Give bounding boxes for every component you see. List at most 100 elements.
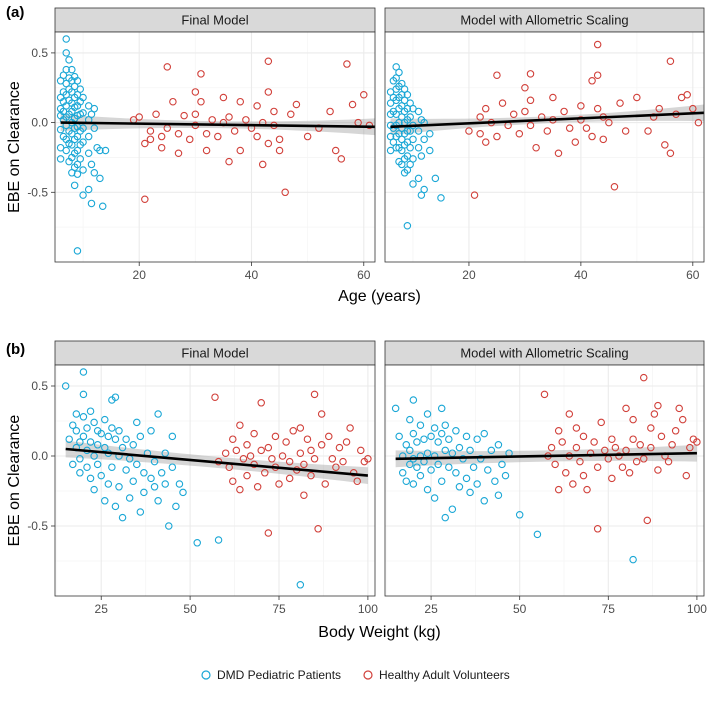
point-adult bbox=[572, 443, 581, 452]
point-adult bbox=[285, 457, 294, 466]
point-pediatric bbox=[179, 488, 187, 497]
point-adult bbox=[644, 127, 652, 135]
point-adult bbox=[325, 432, 333, 441]
legend-key-adult bbox=[363, 670, 373, 680]
point-adult bbox=[208, 116, 216, 124]
point-adult bbox=[616, 99, 624, 107]
point-pediatric bbox=[480, 429, 488, 438]
point-pediatric bbox=[501, 471, 510, 480]
point-adult bbox=[264, 57, 273, 66]
point-pediatric bbox=[72, 427, 81, 435]
point-pediatric bbox=[118, 513, 127, 522]
point-pediatric bbox=[402, 441, 411, 449]
point-pediatric bbox=[161, 449, 169, 457]
point-adult bbox=[346, 424, 354, 432]
point-adult bbox=[343, 60, 351, 68]
point-pediatric bbox=[147, 427, 155, 435]
x-tick-label: 25 bbox=[95, 602, 109, 616]
point-pediatric bbox=[420, 185, 428, 194]
point-adult bbox=[562, 469, 570, 477]
point-pediatric bbox=[452, 469, 460, 477]
point-pediatric bbox=[431, 174, 440, 183]
point-adult bbox=[621, 127, 630, 135]
point-adult bbox=[593, 525, 602, 533]
point-pediatric bbox=[62, 146, 70, 155]
point-pediatric bbox=[101, 443, 109, 452]
y-tick-label: -0.5 bbox=[27, 519, 48, 533]
point-pediatric bbox=[466, 488, 474, 497]
point-pediatric bbox=[487, 446, 496, 455]
trend-line bbox=[390, 111, 705, 129]
point-pediatric bbox=[434, 460, 442, 469]
point-adult bbox=[236, 146, 245, 155]
point-pediatric bbox=[403, 222, 412, 230]
point-adult bbox=[230, 127, 239, 135]
point-adult bbox=[243, 471, 251, 480]
point-pediatric bbox=[157, 469, 166, 477]
point-adult bbox=[588, 132, 596, 141]
point-pediatric bbox=[175, 480, 184, 488]
facet-panel: Model with Allometric Scaling 20 40 60 bbox=[384, 7, 705, 282]
point-adult bbox=[257, 399, 265, 407]
x-tick-label: 50 bbox=[513, 602, 527, 616]
legend-label-adult: Healthy Adult Volunteers bbox=[379, 668, 510, 682]
point-adult bbox=[141, 195, 149, 204]
point-adult bbox=[476, 130, 484, 138]
point-adult bbox=[335, 443, 344, 452]
point-pediatric bbox=[111, 435, 120, 443]
point-adult bbox=[303, 435, 312, 443]
point-adult bbox=[671, 427, 680, 435]
panel-border bbox=[384, 364, 705, 597]
point-adult bbox=[650, 410, 659, 418]
panel-border bbox=[54, 31, 376, 263]
point-adult bbox=[543, 127, 552, 135]
point-adult bbox=[526, 96, 535, 105]
point-adult bbox=[337, 155, 346, 163]
point-adult bbox=[498, 99, 507, 107]
panel-tag: (a) bbox=[6, 4, 24, 21]
point-adult bbox=[636, 441, 644, 449]
point-pediatric bbox=[441, 513, 450, 522]
point-pediatric bbox=[427, 466, 435, 474]
point-pediatric bbox=[101, 497, 109, 505]
point-pediatric bbox=[172, 502, 180, 511]
point-adult bbox=[599, 135, 608, 144]
point-pediatric bbox=[79, 432, 88, 441]
x-tick-label: 75 bbox=[272, 602, 286, 616]
point-pediatric bbox=[494, 491, 503, 499]
point-adult bbox=[332, 463, 340, 471]
point-pediatric bbox=[93, 460, 102, 469]
point-adult bbox=[664, 457, 673, 466]
point-adult bbox=[597, 418, 605, 427]
point-adult bbox=[554, 149, 563, 158]
point-pediatric bbox=[122, 435, 130, 443]
point-adult bbox=[146, 135, 155, 144]
point-pediatric bbox=[76, 455, 84, 463]
point-adult bbox=[360, 90, 368, 99]
point-pediatric bbox=[409, 480, 418, 488]
point-pediatric bbox=[133, 460, 141, 469]
point-pediatric bbox=[427, 432, 435, 441]
point-adult bbox=[257, 446, 265, 455]
point-adult bbox=[593, 104, 602, 113]
y-axis-title: EBE on Clearance bbox=[6, 415, 23, 547]
point-adult bbox=[264, 88, 273, 96]
point-adult bbox=[618, 463, 627, 471]
point-adult bbox=[476, 113, 484, 121]
trend-line bbox=[60, 121, 376, 129]
point-pediatric bbox=[154, 410, 162, 418]
point-pediatric bbox=[434, 438, 442, 446]
point-adult bbox=[608, 474, 616, 483]
point-adult bbox=[465, 127, 473, 135]
point-pediatric bbox=[140, 488, 148, 497]
point-pediatric bbox=[414, 127, 423, 135]
point-pediatric bbox=[296, 581, 305, 589]
point-pediatric bbox=[79, 109, 87, 117]
point-pediatric bbox=[494, 441, 503, 449]
point-pediatric bbox=[406, 415, 414, 424]
x-tick-label: 75 bbox=[602, 602, 616, 616]
point-adult bbox=[583, 485, 591, 494]
point-pediatric bbox=[448, 505, 457, 513]
point-pediatric bbox=[430, 424, 439, 432]
point-adult bbox=[282, 438, 290, 446]
